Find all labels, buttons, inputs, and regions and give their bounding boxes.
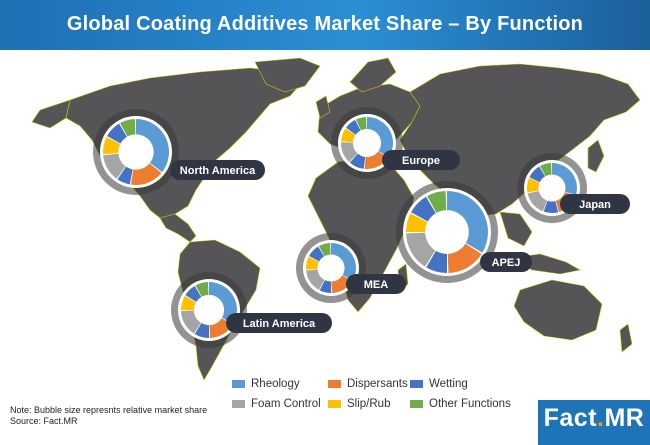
footnote-note: Note: Bubble size represnts relative mar… [10,405,208,415]
donut-slice [364,151,389,169]
region-label-pill [382,150,460,170]
donut-slice [130,163,162,185]
region-label-pill [226,313,332,333]
region-label-pill [346,274,406,294]
legend: Rheology Dispersants Wetting Foam Contro… [232,375,532,415]
landmass-uk [315,95,331,119]
region-label: Latin America [243,318,316,330]
donut-slice [136,119,169,173]
region-bubble-apej: APEJ [396,181,532,283]
donut-slice [309,246,325,262]
logo-text-mr: MR [604,404,645,432]
legend-swatch-foam-control [232,400,245,408]
donut-slice [306,269,325,290]
footnote: Note: Bubble size represnts relative mar… [10,405,207,427]
donut-slice [427,191,447,213]
donut-slice [331,243,357,281]
donut-slice [117,166,133,185]
donut-slice [209,282,237,325]
region-label: Europe [402,155,440,167]
donut-slice [181,295,196,310]
donut-slice [331,275,353,293]
landmass-alaska [31,99,71,129]
legend-item-other-functions: Other Functions [410,396,511,412]
legend-swatch-rheology [232,380,245,388]
region-bubble-japan: Japan [517,153,630,223]
donut-slice [319,280,331,293]
landmass-australia [513,279,603,341]
donut-slice [527,190,548,212]
donut-slice [447,191,489,253]
legend-label: Wetting [429,378,468,390]
region-bubble-europe: Europe [331,107,460,179]
donut-slice [526,178,540,193]
title-bar: Global Coating Additives Market Share – … [0,0,650,50]
landmass-scandinavia [349,57,397,93]
legend-label: Foam Control [251,398,321,410]
region-label: APEJ [492,257,521,269]
donut-slice [107,123,127,144]
landmass-southeast-asia [499,211,533,247]
region-label-pill [560,194,630,214]
donut-slice [341,128,356,143]
region-label: North America [180,165,256,177]
donut-slice [185,285,202,302]
region-bubble-latin-america: Latin America [171,272,332,348]
region-bubbles: North America Europe Japan APEJ MEA Latin Ame… [93,107,630,348]
landmass-central-america [159,213,197,243]
region-label-pill [170,160,265,180]
legend-item-rheology: Rheology [232,376,300,392]
donut-slice [426,250,447,273]
landmass-japan [587,139,605,173]
region-label-pill [480,252,532,272]
logo-text-dot: . [597,404,605,432]
legend-item-dispersants: Dispersants [328,376,408,392]
legend-label: Dispersants [347,378,408,390]
donut-slice [539,163,552,177]
legend-label: Other Functions [429,398,511,410]
donut-slice [306,256,319,270]
donut-slice [406,232,436,267]
donut-slice [195,282,209,297]
legend-swatch-other-functions [410,400,423,408]
donut-slice [345,119,361,135]
region-label: Japan [579,199,611,211]
region-label: MEA [364,279,389,291]
donut-slice [120,119,136,137]
legend-swatch-wetting [410,380,423,388]
donut-slice [103,153,126,179]
donut-slice [181,310,201,334]
legend-item-wetting: Wetting [410,376,468,392]
logo-text-fact: Fact [543,404,598,432]
donut-slice [552,163,577,195]
donut-slice [318,243,331,257]
donut-slice [529,166,546,183]
legend-label: Rheology [251,378,300,390]
donut-slice [341,142,358,162]
donut-slice [355,117,367,131]
donut-slice [194,323,209,338]
donut-slice [349,153,366,169]
region-bubble-mea: MEA [296,233,406,303]
legend-label: Slip/Rub [347,398,391,410]
donut-slice [447,243,482,273]
legend-swatch-dispersants [328,380,341,388]
donut-slice [543,200,559,214]
legend-item-foam-control: Foam Control [232,396,321,412]
region-bubble-north-america: North America [93,109,265,195]
donut-slice [103,137,121,155]
landmass-new-zealand [619,323,633,353]
legend-item-slip-rub: Slip/Rub [328,396,390,412]
world-map-chart: North America Europe Japan APEJ MEA Latin Ame… [31,57,641,381]
factmr-logo: Fact.MR [538,400,650,445]
legend-swatch-slip-rub [328,400,341,408]
donut-slice [411,196,436,222]
donut-slice [406,213,428,232]
footnote-source: Source: Fact.MR [10,416,78,426]
donut-slice [367,117,394,158]
landmass-greenland [254,57,321,93]
chart-title: Global Coating Additives Market Share – … [66,13,584,35]
